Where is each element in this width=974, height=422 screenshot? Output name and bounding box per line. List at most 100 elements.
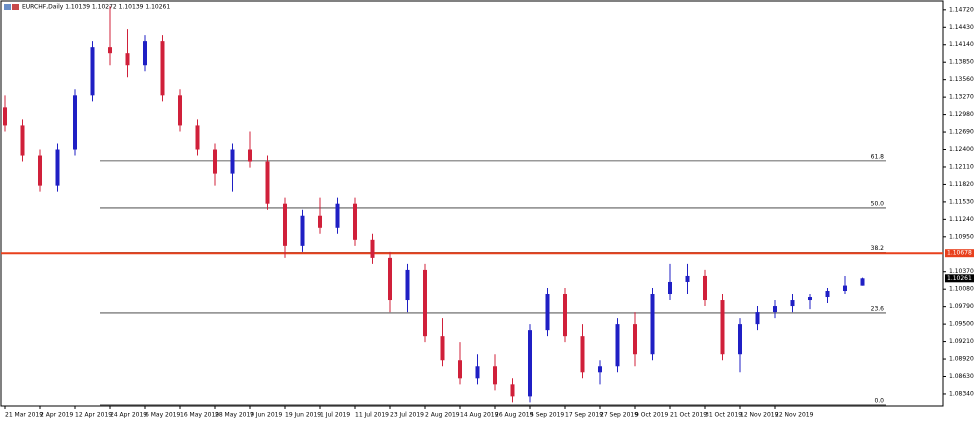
chart-title: EURCHF,Daily 1.10139 1.10272 1.10139 1.1…	[22, 4, 170, 11]
candle-body	[283, 203, 287, 246]
y-tick-label: 1.11530	[949, 198, 974, 205]
x-tick-label: 24 Apr 2019	[110, 412, 147, 419]
candle-body	[353, 203, 357, 240]
y-tick-label: 1.12980	[949, 111, 974, 118]
candle-body	[440, 336, 445, 361]
fibo-label: 61.8	[871, 153, 885, 160]
x-tick-label: 2 Aug 2019	[425, 412, 460, 419]
y-tick-label: 1.12110	[949, 163, 974, 170]
x-tick-label: 2 Apr 2019	[40, 412, 73, 419]
candle-body	[580, 336, 585, 373]
y-tick-label: 1.09790	[949, 303, 974, 310]
candle-body	[860, 278, 865, 286]
candle-body	[493, 366, 497, 385]
candle-body	[248, 149, 252, 162]
y-tick-label: 1.11240	[949, 216, 974, 223]
y-tick-label: 1.10370	[949, 268, 974, 275]
candle-body	[475, 366, 480, 379]
y-tick-label: 1.11820	[949, 181, 974, 188]
y-tick-label: 1.09210	[949, 338, 974, 345]
candle-body	[685, 275, 690, 282]
x-tick-label: 22 Nov 2019	[775, 412, 814, 419]
candle-body	[38, 155, 42, 186]
fibo-label: 50.0	[871, 200, 885, 207]
candle-body	[650, 294, 655, 355]
candle-body	[458, 360, 462, 379]
candle-body	[213, 149, 217, 174]
fibo-label: 38.2	[871, 245, 885, 252]
candle-body	[720, 300, 725, 355]
x-tick-label: 14 Aug 2019	[460, 412, 499, 419]
x-tick-label: 9 Oct 2019	[635, 412, 668, 419]
fibo-label: 0.0	[874, 397, 884, 404]
candle-body	[528, 330, 532, 397]
y-tick-label: 1.09500	[949, 321, 974, 328]
y-tick-label: 1.13850	[949, 59, 974, 66]
candle-body	[563, 294, 567, 337]
candle-body	[73, 95, 77, 150]
candle-body	[125, 53, 130, 66]
y-tick-label: 1.08630	[949, 373, 974, 380]
y-tick-label: 1.13270	[949, 94, 974, 101]
candle-body	[545, 294, 550, 331]
y-tick-label: 1.14720	[949, 6, 974, 13]
chart-icon	[12, 4, 19, 10]
x-tick-label: 12 Nov 2019	[740, 412, 779, 419]
candle-body	[423, 269, 427, 337]
candle-body	[265, 161, 270, 204]
y-tick-label: 1.08920	[949, 356, 974, 363]
x-tick-label: 17 Sep 2019	[565, 412, 603, 419]
y-tick-label: 1.14140	[949, 41, 974, 48]
candle-body	[510, 384, 515, 397]
candle-body	[318, 215, 322, 228]
candle-body	[230, 149, 235, 174]
x-tick-label: 12 Apr 2019	[75, 412, 112, 419]
x-tick-label: 1 Jul 2019	[320, 412, 350, 419]
y-tick-label: 1.13560	[949, 76, 974, 83]
x-tick-label: 19 Jun 2019	[285, 412, 321, 419]
candle-body	[633, 324, 637, 355]
candle-body	[773, 306, 777, 313]
chart-icon	[4, 4, 11, 10]
fibo-label: 23.6	[871, 305, 885, 312]
candle-body	[20, 125, 25, 156]
y-tick-label: 1.14430	[949, 24, 974, 31]
candle-body	[405, 269, 410, 301]
x-tick-label: 7 Jun 2019	[250, 412, 282, 419]
candle-body	[615, 324, 620, 367]
y-tick-label: 1.08340	[949, 390, 974, 397]
y-tick-label: 1.10950	[949, 233, 974, 240]
y-tick-label: 1.12690	[949, 129, 974, 136]
last-price-label: 1.10261	[947, 275, 972, 282]
candle-body	[808, 297, 812, 301]
candle-body	[335, 203, 340, 228]
x-tick-label: 6 May 2019	[145, 412, 180, 419]
candle-body	[703, 275, 707, 301]
y-tick-label: 1.10080	[949, 286, 974, 293]
plot-frame	[0, 0, 944, 407]
x-tick-label: 26 Aug 2019	[495, 412, 534, 419]
x-tick-label: 23 Jul 2019	[390, 412, 424, 419]
candle-body	[843, 285, 847, 292]
x-tick-label: 27 Sep 2019	[600, 412, 638, 419]
candle-body	[755, 312, 760, 325]
x-tick-label: 11 Jul 2019	[355, 412, 389, 419]
candle-body	[143, 41, 147, 66]
candle-body	[195, 125, 200, 150]
candle-body	[300, 215, 305, 246]
candle-body	[668, 281, 672, 295]
x-tick-label: 28 May 2019	[215, 412, 254, 419]
x-tick-label: 16 May 2019	[180, 412, 219, 419]
candle-body	[3, 107, 7, 126]
x-tick-label: 5 Sep 2019	[530, 412, 564, 419]
candle-body	[790, 300, 795, 307]
candle-body	[55, 149, 60, 186]
price-tag: 1.10678	[947, 250, 972, 257]
candle-body	[598, 366, 602, 373]
x-tick-label: 21 Mar 2019	[5, 412, 43, 419]
x-tick-label: 21 Oct 2019	[670, 412, 707, 419]
candle-body	[90, 47, 95, 96]
candle-body	[370, 239, 375, 258]
x-tick-label: 31 Oct 2019	[705, 412, 742, 419]
